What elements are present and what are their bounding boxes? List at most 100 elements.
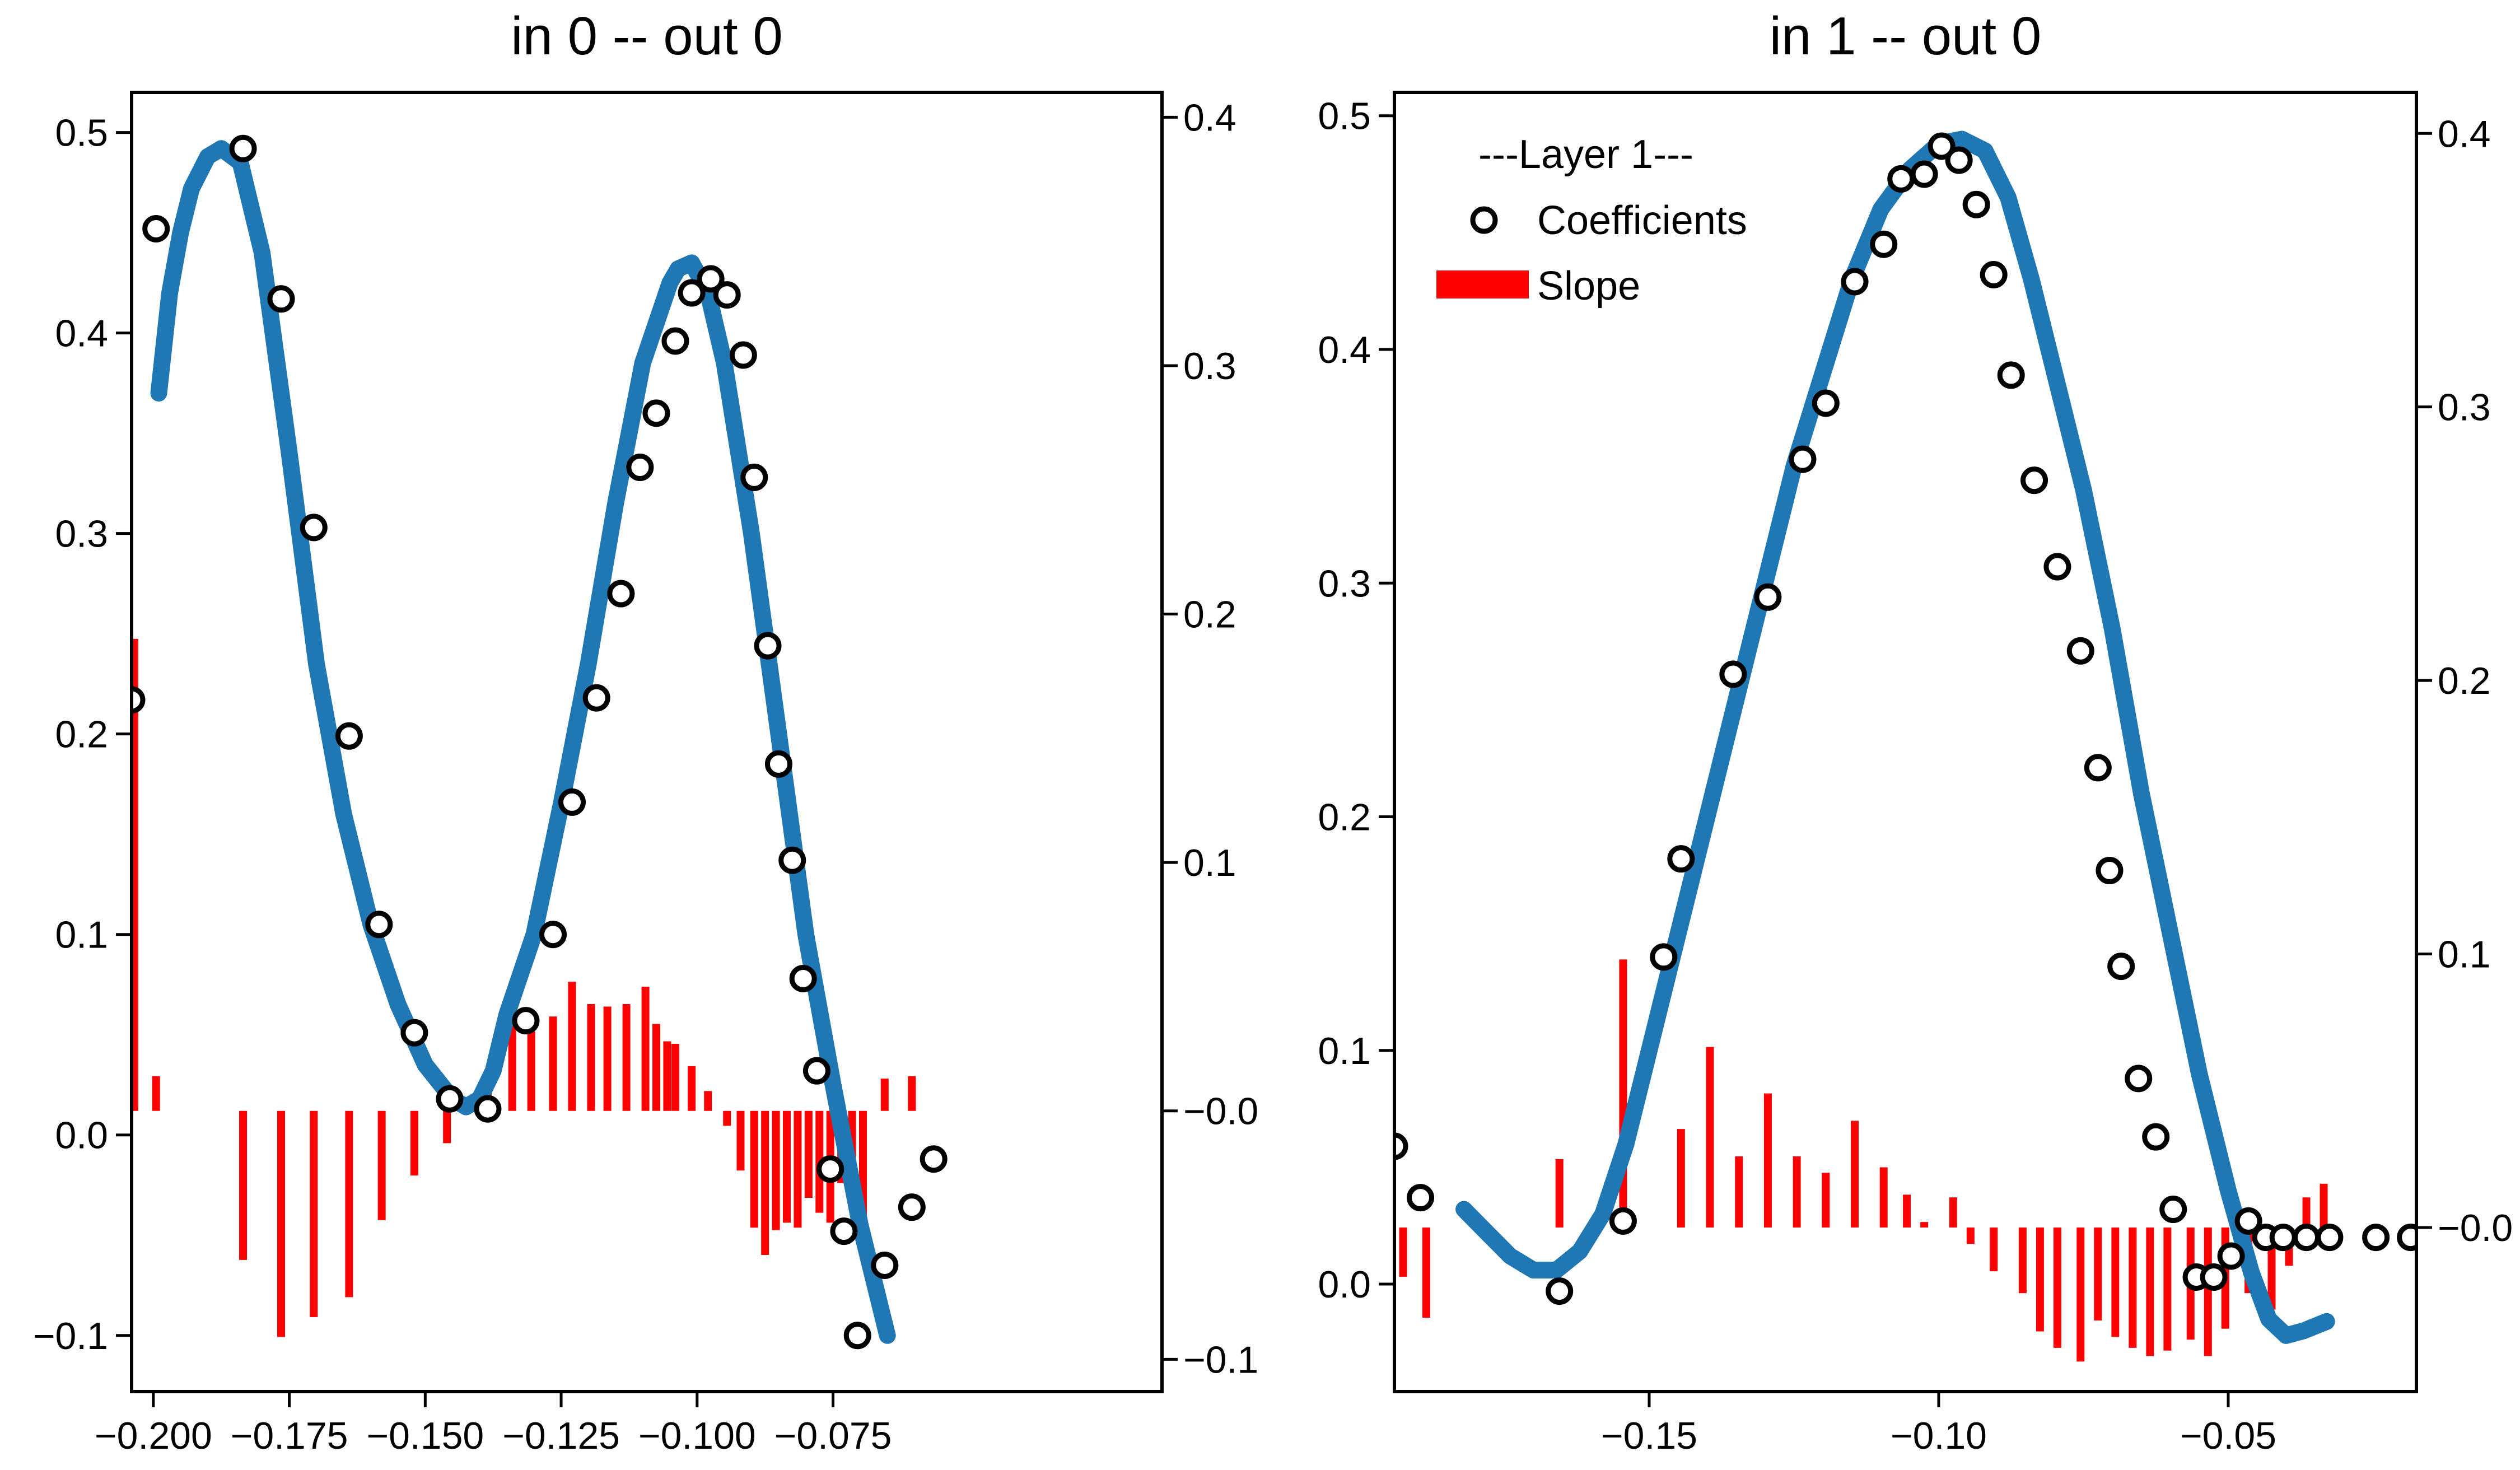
slope-bar — [652, 1024, 660, 1111]
slope-bar — [1903, 1194, 1911, 1228]
coefficient-point — [678, 279, 706, 307]
y2-tick-label: −0.0 — [2438, 1207, 2513, 1249]
coefficient-point — [132, 686, 146, 714]
y-tick-label: −0.1 — [33, 1315, 108, 1357]
slope-bar — [1555, 1159, 1564, 1228]
y-tick-label: 0.4 — [55, 312, 108, 355]
y-tick-label: 0.3 — [55, 513, 108, 556]
y-tick-label: 0.5 — [55, 112, 108, 155]
coefficient-point — [1980, 260, 2008, 288]
coefficient-point — [843, 1322, 871, 1350]
plot-area — [132, 134, 948, 1350]
slope-bar — [2036, 1227, 2044, 1332]
slope-bar — [880, 1079, 889, 1111]
coefficient-point — [1910, 160, 1938, 188]
slope-bar — [443, 1110, 451, 1144]
coefficient-point — [1841, 268, 1869, 296]
slope-bar — [622, 1004, 631, 1111]
coefficient-point — [1609, 1207, 1637, 1235]
plot-area — [1394, 130, 2416, 1362]
coefficient-point — [697, 265, 725, 293]
y2-tick-label: 0.4 — [2438, 113, 2491, 155]
y-tick-label: 0.4 — [1318, 329, 1371, 371]
coefficient-point — [2269, 1224, 2297, 1252]
slope-bar — [1851, 1121, 1859, 1228]
y2-tick-label: −0.0 — [1183, 1090, 1258, 1133]
coefficient-point — [1789, 445, 1817, 473]
coefficient-point — [2397, 1224, 2416, 1252]
slope-bar — [377, 1110, 386, 1220]
coefficient-point — [1546, 1277, 1574, 1305]
slope-bar — [2094, 1227, 2102, 1321]
y-tick-label: 0.1 — [55, 914, 108, 956]
slope-bar — [508, 1019, 516, 1111]
coefficient-point — [1667, 845, 1695, 873]
coefficient-point — [754, 632, 782, 660]
y2-tick-label: 0.1 — [1183, 842, 1236, 884]
slope-bar — [2018, 1227, 2027, 1294]
y-tick-label: 0.2 — [1318, 796, 1371, 839]
coefficient-point — [1887, 165, 1915, 193]
legend: ---Layer 1--- Coefficients Slope — [1436, 132, 1747, 309]
y-tick-label: 0.2 — [55, 713, 108, 756]
x-tick-label: −0.100 — [638, 1415, 756, 1457]
coefficient-point — [1650, 943, 1678, 971]
x-tick-label: −0.10 — [1891, 1415, 1987, 1457]
slope-bar — [783, 1110, 791, 1223]
slope-bar — [688, 1066, 696, 1111]
slope-bar — [310, 1110, 318, 1317]
slope-bar — [152, 1076, 160, 1111]
coefficient-point — [1962, 190, 1990, 218]
chart-title: in 0 -- out 0 — [511, 6, 783, 66]
slope-bar — [1706, 1047, 1714, 1228]
y2-tick-label: 0.2 — [2438, 660, 2491, 702]
coefficient-point — [2200, 1263, 2228, 1291]
x-tick-label: −0.075 — [774, 1415, 892, 1457]
y2-tick-label: 0.3 — [1183, 345, 1236, 388]
coefficient-point — [642, 399, 670, 427]
slope-bar — [2129, 1227, 2137, 1348]
coefficient-point — [789, 964, 817, 992]
coefficient-point — [300, 514, 328, 542]
slope-bar — [1399, 1227, 1407, 1277]
slope-bar — [1949, 1197, 1957, 1228]
x-tick-label: −0.125 — [502, 1415, 620, 1457]
y-tick-label: 0.1 — [1318, 1030, 1371, 1072]
coefficient-point — [2107, 953, 2135, 981]
slope-bar — [761, 1110, 769, 1256]
coefficient-point — [2293, 1224, 2321, 1252]
coefficient-point — [335, 722, 363, 750]
coefficient-point — [1719, 660, 1747, 688]
slope-bar — [1677, 1129, 1685, 1228]
legend-coefficients-marker — [1470, 206, 1498, 234]
slope-bar — [908, 1076, 916, 1111]
slope-bar — [641, 986, 650, 1111]
plot-frame — [130, 91, 1164, 1393]
coefficient-point — [2159, 1196, 2187, 1224]
y-tick-label: 0.3 — [1318, 562, 1371, 605]
y-tick-label: 0.0 — [55, 1114, 108, 1157]
slope-bar — [804, 1110, 813, 1198]
y2-tick-label: 0.1 — [2438, 934, 2491, 976]
x-tick-label: −0.150 — [366, 1415, 484, 1457]
coefficient-point — [898, 1193, 926, 1221]
coefficient-point — [365, 911, 393, 939]
slope-bar — [2163, 1227, 2172, 1351]
coefficient-point — [558, 788, 586, 816]
coefficient-point — [582, 684, 610, 712]
x-tick-label: −0.05 — [2180, 1415, 2276, 1457]
plot-panel-0: in 0 -- out 0 −0.200 −0.175 −0.150 −0.125 −0.… — [33, 6, 1259, 1457]
legend-title: ---Layer 1--- — [1478, 132, 1693, 177]
coefficient-point — [539, 921, 567, 949]
legend-slope-label: Slope — [1537, 264, 1640, 309]
chart-title: in 1 -- out 0 — [1770, 6, 2042, 66]
x-tick-label: −0.15 — [1601, 1415, 1697, 1457]
slope-bar — [277, 1110, 286, 1337]
coefficient-point — [713, 281, 741, 309]
slope-bar — [603, 1006, 612, 1111]
slope-bar — [2111, 1227, 2120, 1337]
slope-bar — [527, 1031, 535, 1111]
coefficient-point — [474, 1095, 502, 1123]
slope-bar — [772, 1110, 780, 1230]
